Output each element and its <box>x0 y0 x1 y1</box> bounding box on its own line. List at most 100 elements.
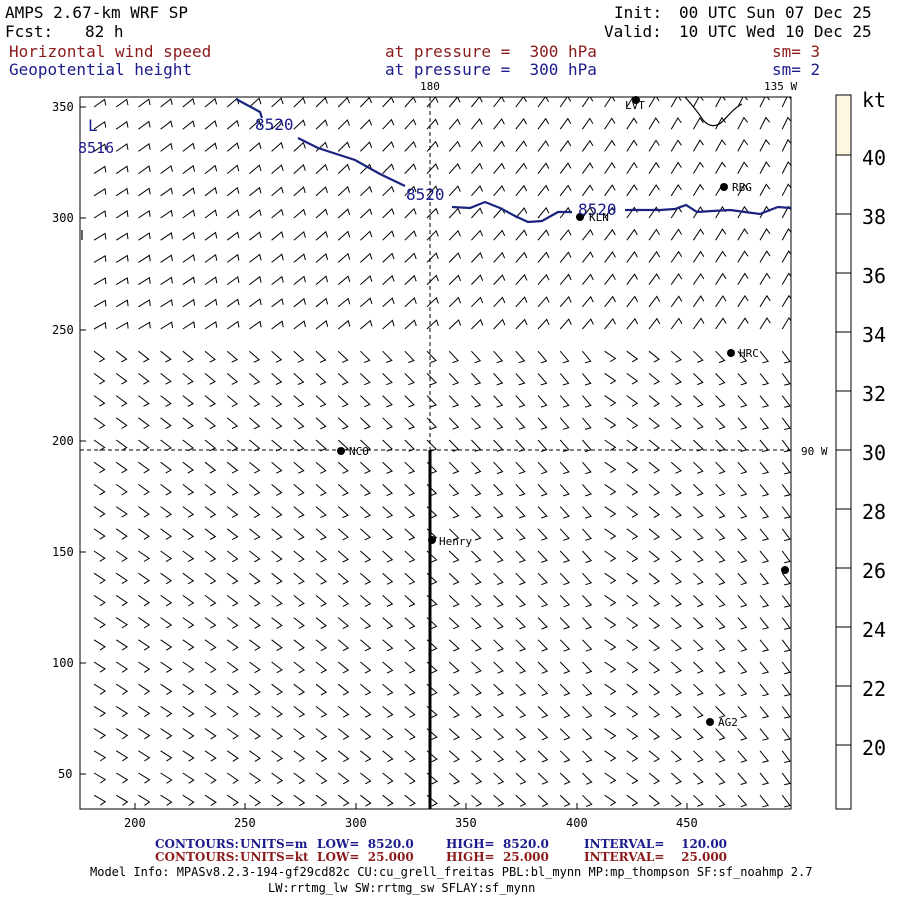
wind-barb <box>448 274 461 285</box>
wind-barb <box>737 272 749 285</box>
wind-barb <box>693 572 704 585</box>
wind-barb <box>382 461 394 474</box>
wind-barb <box>293 728 306 740</box>
wind-barb <box>515 617 526 630</box>
wind-barb <box>226 705 239 718</box>
wind-barb <box>626 139 638 152</box>
wind-barb <box>138 572 151 585</box>
wind-barb <box>648 772 661 785</box>
wind-barb <box>204 97 218 108</box>
wind-barb <box>226 395 239 408</box>
wind-barb <box>204 276 218 286</box>
wind-barb <box>204 120 218 130</box>
wind-barb <box>448 639 460 652</box>
wind-barb <box>271 728 284 740</box>
wind-barb <box>226 253 240 263</box>
wind-barb <box>404 639 416 652</box>
wind-barb <box>648 250 661 263</box>
wind-barb <box>138 639 151 651</box>
wind-barb <box>693 484 704 497</box>
wind-barb <box>182 594 195 607</box>
wind-barb <box>182 572 195 585</box>
wind-barb <box>382 595 394 607</box>
wind-barb <box>515 184 528 197</box>
x-tick-label: 300 <box>345 816 367 830</box>
wind-barb <box>759 484 770 497</box>
wind-barb <box>559 506 570 519</box>
wind-barb <box>648 728 661 740</box>
wind-barb <box>537 97 550 108</box>
wind-barb <box>426 350 437 364</box>
wind-barb <box>626 417 639 429</box>
wind-barb <box>693 706 704 719</box>
wind-barb <box>604 97 616 108</box>
wind-barb <box>537 661 549 674</box>
wind-barb <box>360 395 371 408</box>
wind-barb <box>160 439 172 452</box>
wind-barb <box>160 461 172 474</box>
wind-barb <box>537 595 548 608</box>
wind-barb <box>737 484 748 497</box>
wind-barb <box>293 617 305 629</box>
wind-barb <box>781 572 791 586</box>
wind-barb <box>204 528 217 540</box>
wind-barb <box>382 506 394 519</box>
wind-barb <box>138 142 151 152</box>
wind-barb <box>360 461 371 474</box>
wind-barb <box>382 319 395 330</box>
wind-barb <box>182 750 195 762</box>
wind-barb <box>204 209 218 219</box>
wind-barb <box>715 595 726 608</box>
contour-label: 8520 <box>255 115 294 134</box>
wind-barb <box>781 683 791 697</box>
wind-barb <box>382 728 394 740</box>
wind-barb <box>315 728 328 740</box>
wind-barb <box>670 317 683 330</box>
wind-barb <box>471 118 483 130</box>
wind-barb <box>271 528 283 541</box>
wind-barb <box>160 254 173 263</box>
wind-barb <box>515 572 526 586</box>
wind-barb <box>360 141 373 152</box>
wind-barb <box>559 184 572 197</box>
wind-barb <box>759 97 770 108</box>
wind-barb <box>93 277 107 286</box>
colorbar-tick-label: 26 <box>862 559 887 583</box>
wind-barb <box>692 206 705 219</box>
wind-barb <box>138 165 151 175</box>
wind-barb <box>448 794 461 807</box>
wind-barb <box>404 506 416 519</box>
wind-barb <box>626 550 639 563</box>
wind-barb <box>293 528 305 541</box>
wind-barb <box>448 319 462 330</box>
wind-barb <box>737 205 749 219</box>
wind-barb <box>648 139 660 152</box>
wind-barb <box>604 661 617 673</box>
contour-line <box>235 98 264 119</box>
wind-barb <box>404 706 416 718</box>
wind-barb <box>515 417 526 430</box>
wind-barb <box>759 706 770 719</box>
wind-barb <box>670 595 682 607</box>
wind-barb <box>315 506 327 519</box>
wind-barb <box>271 395 283 408</box>
wind-barb <box>670 295 683 308</box>
wind-barb <box>271 97 284 108</box>
wind-barb <box>115 772 129 784</box>
colorbar-tick-label: 28 <box>862 500 887 524</box>
wind-barb <box>315 119 328 130</box>
wind-barb <box>337 506 349 519</box>
wind-barb <box>781 395 791 408</box>
y-tick-label: 100 <box>52 656 74 670</box>
wind-barb <box>471 296 484 308</box>
wind-barb <box>160 728 173 740</box>
wind-barb <box>315 595 327 607</box>
wind-barb <box>160 299 173 308</box>
wind-barb <box>715 116 726 130</box>
wind-barb <box>271 484 283 496</box>
wind-barb <box>715 350 726 364</box>
wind-barb <box>138 417 150 429</box>
y-tick-label: 50 <box>58 767 73 781</box>
wind-barb <box>249 186 262 197</box>
wind-barb <box>582 683 593 697</box>
